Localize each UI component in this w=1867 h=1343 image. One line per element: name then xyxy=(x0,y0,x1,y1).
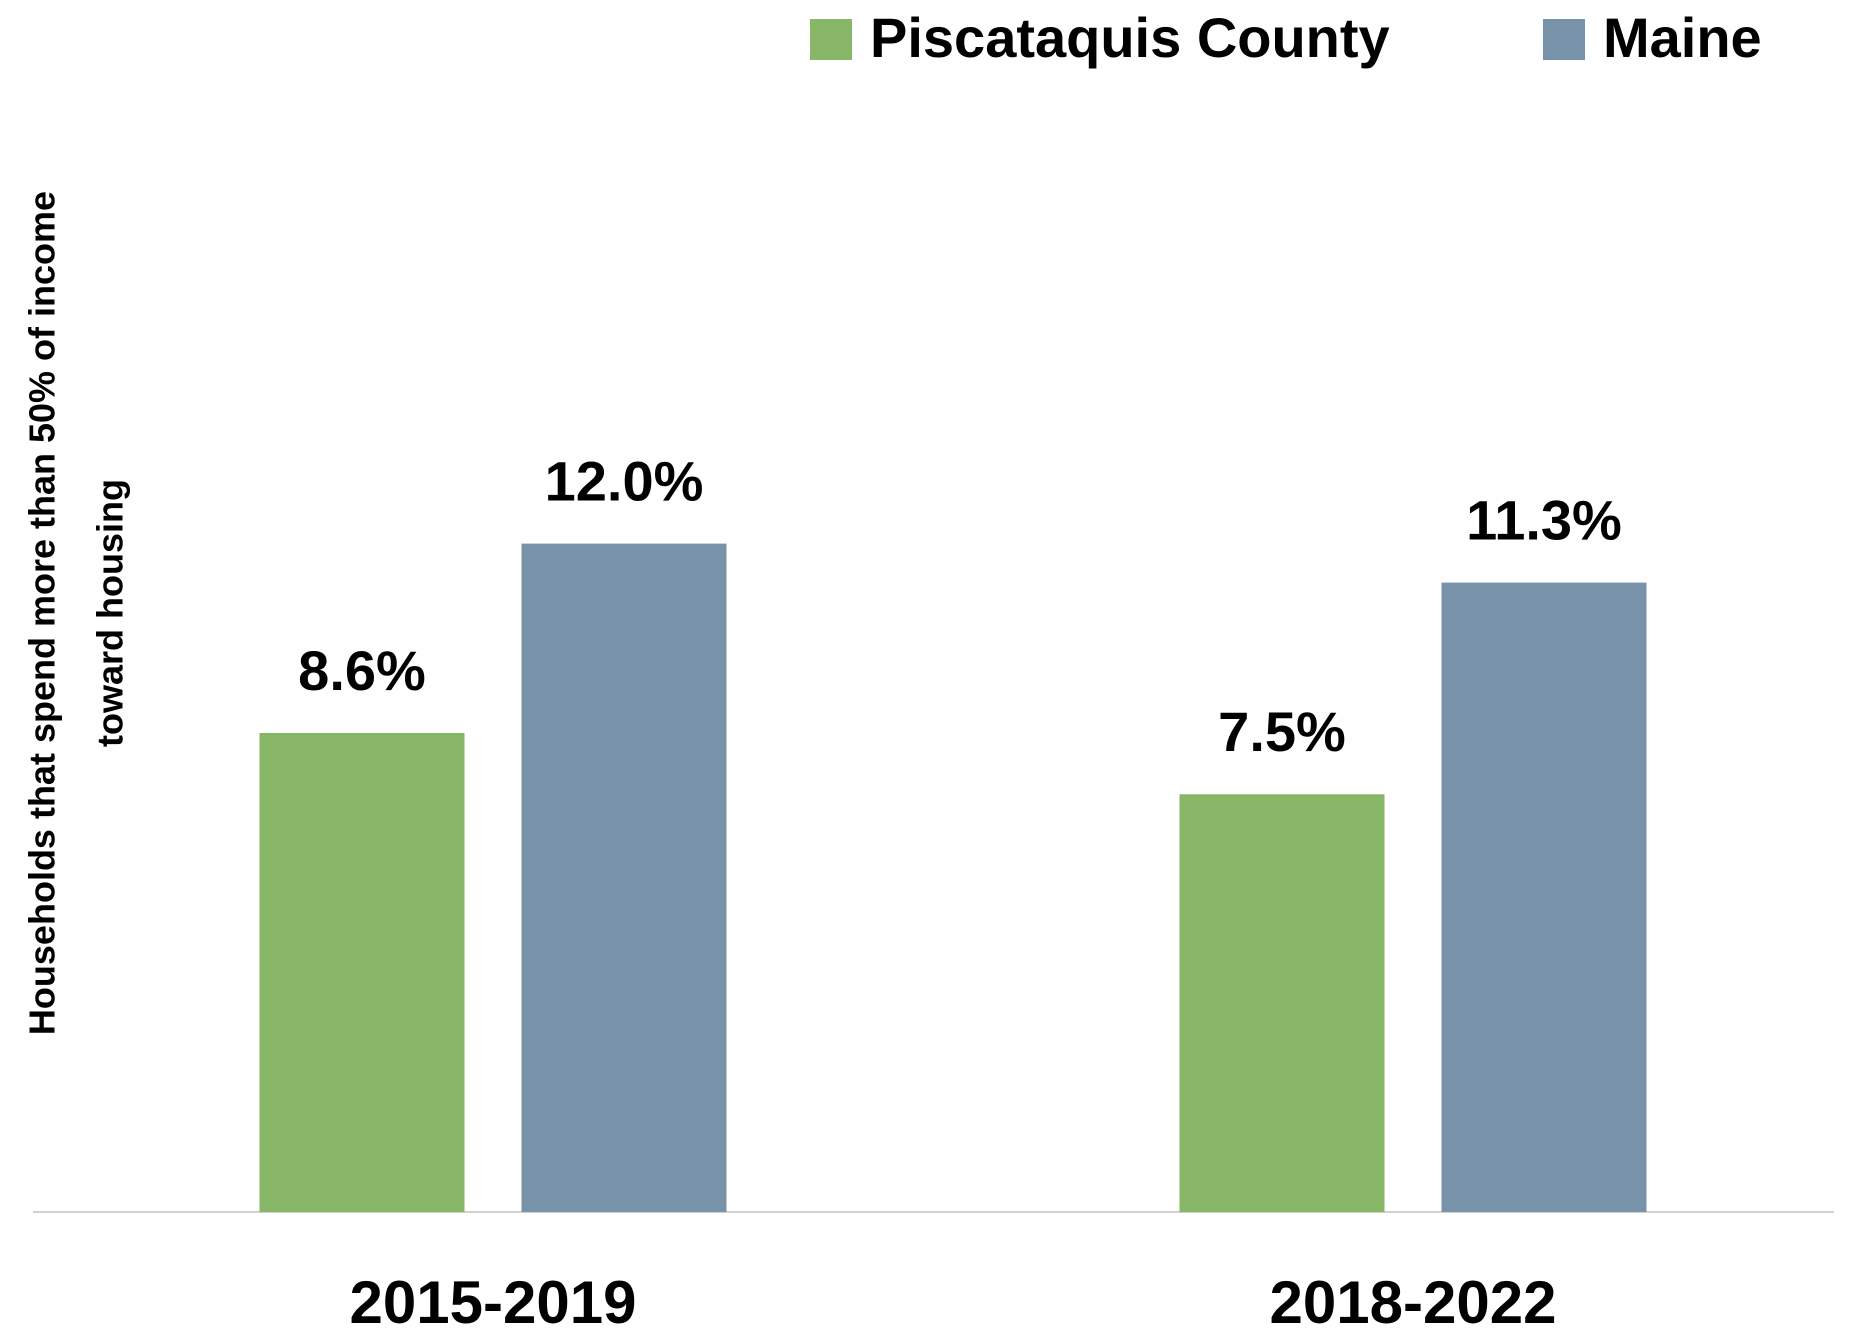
x-tick-label: 2015-2019 xyxy=(350,1269,637,1336)
bar xyxy=(521,543,727,1212)
y-axis-title-line: Households that spend more than 50% of i… xyxy=(22,191,63,1035)
bar xyxy=(1441,582,1647,1212)
legend-label: Piscataquis County xyxy=(870,6,1390,69)
data-label: 8.6% xyxy=(298,639,426,702)
legend-swatch xyxy=(1543,19,1585,60)
y-axis-title: Households that spend more than 50% of i… xyxy=(22,191,131,1035)
legend-label: Maine xyxy=(1603,6,1762,69)
x-tick-label: 2018-2022 xyxy=(1270,1269,1557,1336)
bar xyxy=(1179,794,1385,1212)
legend-swatch xyxy=(810,19,852,60)
data-label: 7.5% xyxy=(1218,700,1346,763)
bar xyxy=(259,732,465,1212)
data-label: 12.0% xyxy=(545,449,704,512)
y-axis-title-line: toward housing xyxy=(90,479,131,747)
data-label: 11.3% xyxy=(1466,488,1622,551)
